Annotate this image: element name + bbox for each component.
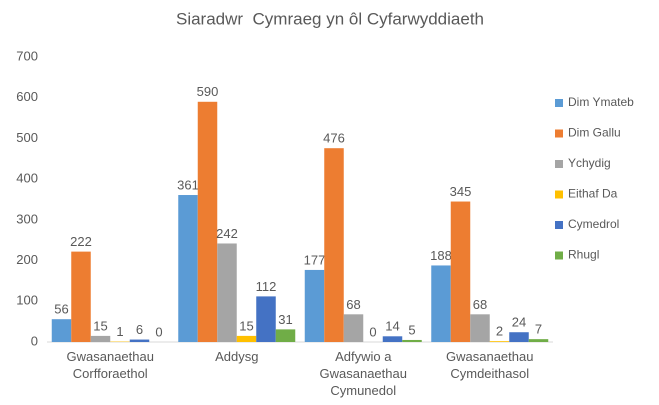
- data-label: 177: [304, 252, 326, 267]
- data-label: 1: [116, 324, 123, 339]
- data-label: 345: [450, 184, 472, 199]
- data-label: 14: [385, 319, 399, 334]
- bar: [528, 339, 549, 342]
- data-label: 476: [323, 131, 345, 146]
- legend-swatch: [555, 99, 563, 107]
- y-tick-label: 0: [31, 333, 38, 348]
- bar: [51, 319, 72, 342]
- bar: [450, 201, 471, 342]
- bar: [129, 339, 150, 342]
- legend-label: Cymedrol: [568, 217, 619, 231]
- legend-label: Rhugl: [568, 248, 599, 262]
- data-label: 7: [535, 322, 542, 337]
- data-label: 188: [430, 248, 452, 263]
- data-label: 24: [512, 315, 526, 330]
- legend-swatch: [555, 129, 563, 138]
- bar: [256, 296, 276, 342]
- bar: [509, 332, 529, 342]
- data-label: 5: [408, 322, 415, 337]
- bar: [236, 335, 257, 342]
- bar: [217, 243, 237, 342]
- bar: [402, 339, 422, 342]
- y-tick-label: 600: [16, 89, 38, 104]
- bar: [489, 341, 510, 342]
- y-tick-label: 100: [16, 293, 38, 308]
- data-label: 56: [54, 302, 68, 317]
- y-tick-label: 200: [16, 252, 38, 267]
- bar: [178, 195, 198, 342]
- data-label: 222: [70, 234, 92, 249]
- bar: [71, 251, 91, 342]
- data-label: 2: [496, 324, 503, 339]
- data-label: 31: [278, 312, 292, 327]
- data-label: 242: [216, 226, 238, 241]
- legend-swatch: [555, 190, 563, 199]
- bar: [275, 329, 296, 342]
- data-label: 15: [239, 318, 253, 333]
- chart-title: Siaradwr Cymraeg yn ôl Cyfarwyddiaeth: [176, 9, 484, 28]
- bar: [304, 269, 325, 342]
- legend-swatch: [555, 251, 563, 260]
- y-tick-label: 300: [16, 211, 38, 226]
- data-label: 112: [256, 279, 277, 294]
- data-label: 15: [93, 318, 107, 333]
- bar: [90, 335, 111, 342]
- x-tick-label: Adfywio a Gwasanaethau Cymunedol: [320, 349, 407, 398]
- bar: [431, 265, 451, 342]
- legend-label: Eithaf Da: [568, 187, 618, 201]
- bar: [382, 336, 403, 342]
- y-tick-label: 400: [16, 171, 38, 186]
- data-label: 0: [155, 324, 162, 339]
- x-tick-label: Addysg: [215, 349, 258, 364]
- data-label: 68: [346, 297, 360, 312]
- data-label: 590: [197, 84, 219, 99]
- bar: [470, 314, 490, 342]
- x-tick-label: Gwasanaethau Cymdeithasol: [446, 349, 533, 381]
- x-tick-label: Gwasanaethau Corfforaethol: [67, 349, 154, 381]
- bar: [324, 148, 344, 342]
- y-tick-label: 700: [16, 48, 38, 63]
- legend-swatch: [555, 221, 563, 229]
- legend-swatch: [555, 160, 563, 168]
- y-tick-label: 500: [16, 130, 38, 145]
- data-label: 6: [136, 322, 143, 337]
- data-label: 0: [369, 324, 376, 339]
- data-label: 361: [177, 177, 199, 192]
- legend-label: Dim Ymateb: [568, 95, 634, 109]
- bar: [197, 101, 218, 343]
- bar: [343, 314, 364, 342]
- legend-label: Dim Gallu: [568, 126, 621, 140]
- data-label: 68: [473, 297, 487, 312]
- legend-label: Ychydig: [568, 156, 611, 170]
